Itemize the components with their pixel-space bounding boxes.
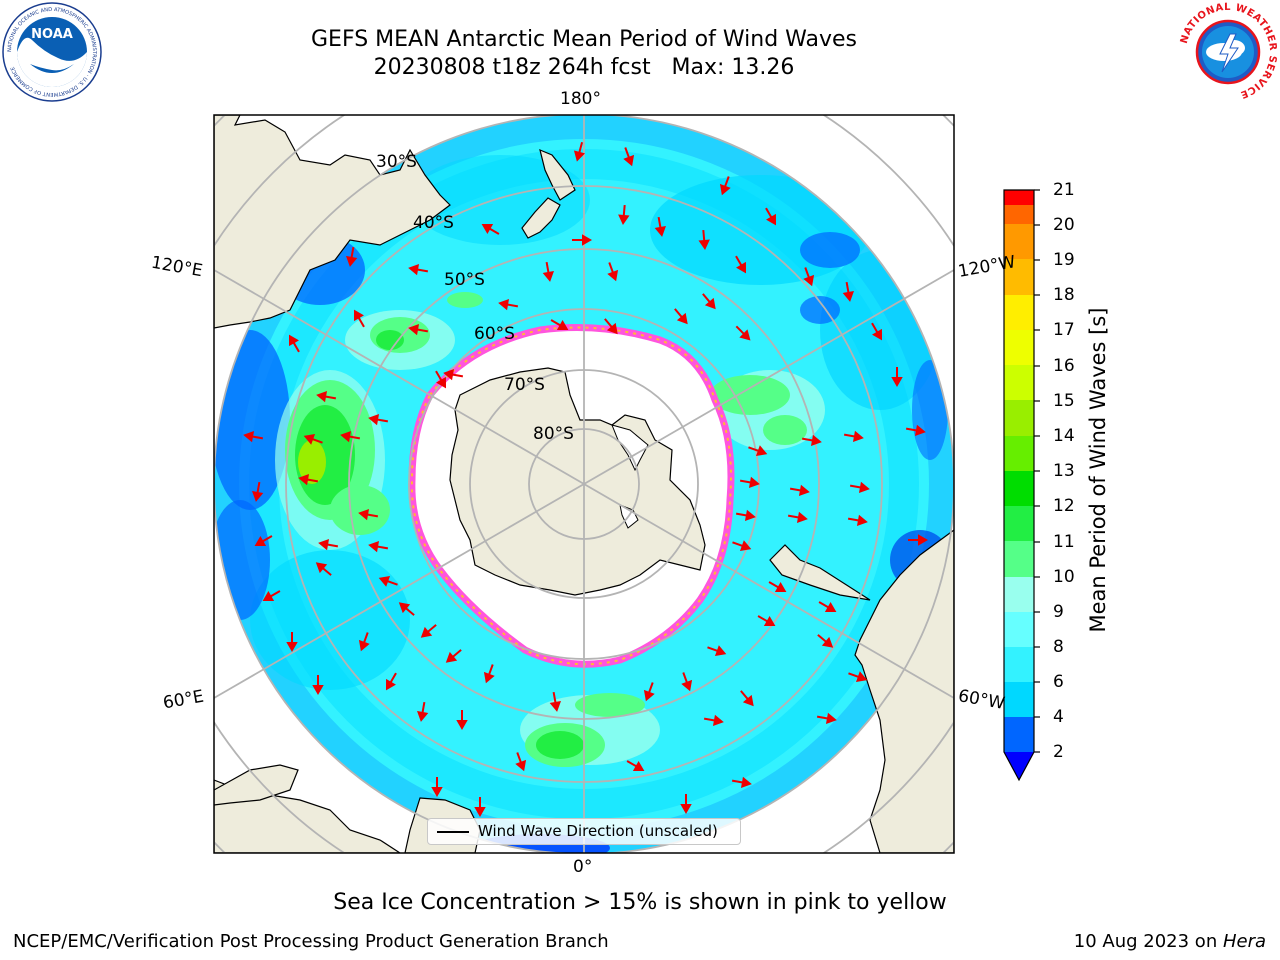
colorbar-tick: 6 [1053,672,1064,692]
colorbar-tick: 4 [1053,707,1064,727]
noaa-wordmark: NOAA [31,27,73,42]
legend-line-sample [437,831,469,833]
colorbar-tick: 18 [1053,285,1075,305]
wave-direction-arrows [243,142,929,818]
footer-host: Hera [1222,931,1266,952]
colorbar-tick: 9 [1053,602,1064,622]
madagascar-area [214,764,299,806]
lat-label-40s: 40°S [413,213,454,233]
figure-subtitle: 20230808 t18z 264h fcst Max: 13.26 [373,55,795,80]
footer-date-text: 10 Aug 2023 on [1073,931,1223,952]
lat-label-60s: 60°S [474,324,515,344]
colorbar-tick: 14 [1053,426,1075,446]
lat-label-70s: 70°S [504,375,545,395]
south-america [854,529,954,853]
figure-title: GEFS MEAN Antarctic Mean Period of Wind … [311,27,857,52]
lon-label-180: 180° [560,89,601,109]
new-zealand-north [539,148,576,201]
colorbar-tick: 21 [1053,180,1075,200]
colorbar-tick: 10 [1053,567,1075,587]
sea-ice-yellow [410,326,732,666]
legend-label: Wind Wave Direction (unscaled) [478,822,718,840]
colorbar [1003,189,1040,782]
colorbar-tick: 13 [1053,461,1075,481]
colorbar-tick: 11 [1053,532,1075,552]
lat-label-80s: 80°S [533,424,574,444]
lon-label-0: 0° [573,857,593,877]
colorbar-tick: 17 [1053,320,1075,340]
antarctica [449,367,706,596]
colorbar-tick: 2 [1053,742,1064,762]
colorbar-tick: 19 [1053,250,1075,270]
australia [214,115,451,329]
tierra-del-fuego [769,544,871,601]
noaa-logo: NATIONAL OCEANIC AND ATMOSPHERIC ADMINIS… [2,2,102,102]
footer-branch: NCEP/EMC/Verification Post Processing Pr… [13,931,609,952]
footer-date: 10 Aug 2023 on Hera [1074,931,1266,952]
colorbar-tick: 8 [1053,637,1064,657]
graticule [214,115,954,853]
lat-label-30s: 30°S [376,152,417,172]
colorbar-tick: 15 [1053,391,1075,411]
colorbar-tick: 20 [1053,215,1075,235]
map-legend: Wind Wave Direction (unscaled) [427,818,741,845]
nws-logo: NATIONAL WEATHER SERVICE [1179,2,1278,100]
colorbar-label: Mean Period of Wind Waves [s] [1086,307,1110,633]
colorbar-tick: 12 [1053,496,1075,516]
colorbar-tick: 16 [1053,356,1075,376]
lat-label-50s: 50°S [444,270,485,290]
sea-ice-caption: Sea Ice Concentration > 15% is shown in … [333,890,947,915]
new-zealand-south [521,197,561,239]
map-frame [213,114,955,854]
